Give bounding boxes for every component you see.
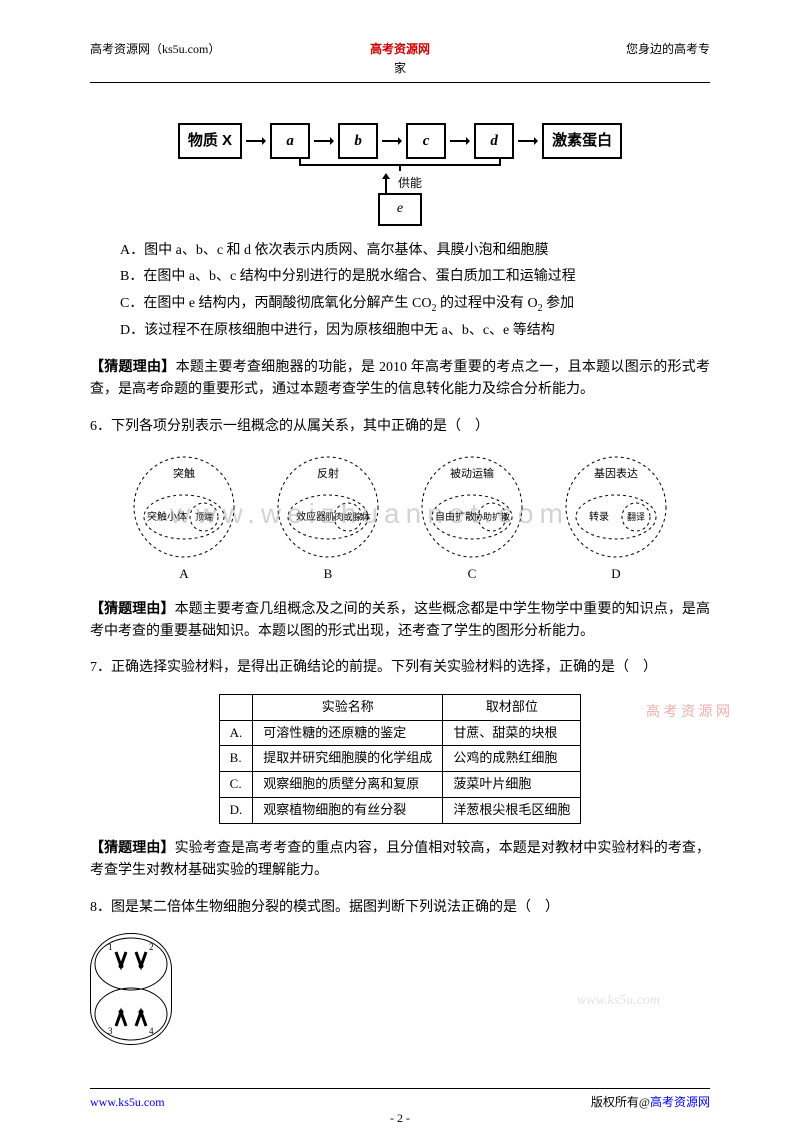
table-cell: D. (219, 798, 253, 824)
side-watermark: 高 考 资 源 网 (646, 702, 730, 724)
q8-cell-figure: 1 2 3 4 (90, 933, 172, 1045)
table-row: A.可溶性糖的还原糖的鉴定甘蔗、甜菜的块根 (219, 720, 581, 746)
venn-diagram: 反射 效应器 肌肉或腺体 B (263, 452, 393, 585)
flow-node-c: c (406, 123, 446, 159)
svg-text:1: 1 (108, 942, 113, 952)
q8-stem: 8．图是某二倍体生物细胞分裂的模式图。据图判断下列说法正确的是（ ） (90, 897, 710, 919)
arrow-icon (382, 135, 402, 147)
venn-diagram: 基因表达 转录 翻译 D (551, 452, 681, 585)
flow-start: 物质 X (178, 123, 242, 159)
svg-text:效应器: 效应器 (296, 510, 326, 523)
q7-analysis: 【猜题理由】实验考查是高考考查的重点内容，且分值相对较高，本题是对教材中实验材料… (90, 838, 710, 883)
bracket-icon (290, 157, 510, 173)
arrow-icon (450, 135, 470, 147)
table-cell: B. (219, 746, 253, 772)
svg-text:反射: 反射 (317, 466, 339, 480)
wm-ks5u: www.ks5u.com (577, 990, 660, 1012)
header-sub: 家 (394, 61, 406, 75)
page-header: 高考资源网（ks5u.com） 高考资源网 家 您身边的高考专 (90, 40, 710, 78)
table-cell: 观察植物细胞的有丝分裂 (253, 798, 443, 824)
header-rule (90, 82, 710, 83)
svg-text:2: 2 (149, 942, 154, 952)
flow-node-e: e (378, 193, 422, 225)
header-brand: 高考资源网 (370, 42, 430, 56)
svg-text:突触: 突触 (173, 466, 195, 480)
table-row: D.观察植物细胞的有丝分裂洋葱根尖根毛区细胞 (219, 798, 581, 824)
flow-node-a: a (270, 123, 310, 159)
table-cell: 菠菜叶片细胞 (443, 772, 581, 798)
table-cell: A. (219, 720, 253, 746)
svg-text:突触小体: 突触小体 (147, 510, 187, 523)
table-cell: 公鸡的成熟红细胞 (443, 746, 581, 772)
q5-analysis: 【猜题理由】本题主要考查细胞器的功能，是 2010 年高考重要的考点之一，且本题… (90, 357, 710, 402)
q5-option-c: C．在图中 e 结构内，丙酮酸彻底氧化分解产生 CO2 的过程中没有 O2 参加 (120, 293, 710, 317)
header-left: 高考资源网（ks5u.com） (90, 40, 297, 59)
q5-options: A．图中 a、b、c 和 d 依次表示内质网、高尔基体、具膜小泡和细胞膜 B．在… (90, 240, 710, 343)
arrow-icon (518, 135, 538, 147)
svg-text:被动运输: 被动运输 (450, 466, 494, 480)
page: 高考资源网（ks5u.com） 高考资源网 家 您身边的高考专 物质 X a b… (0, 0, 800, 1132)
q6-diagrams: www.weizhuannet.com 突触 突触小体 顶端 A 反射 效应器 … (90, 452, 710, 585)
svg-text:翻译: 翻译 (627, 512, 645, 522)
page-number: - 2 - (0, 1109, 800, 1128)
table-cell: 可溶性糖的还原糖的鉴定 (253, 720, 443, 746)
table-row: B.提取并研究细胞膜的化学组成公鸡的成熟红细胞 (219, 746, 581, 772)
svg-text:肌肉或腺体: 肌肉或腺体 (325, 511, 370, 522)
header-right: 您身边的高考专 (503, 40, 710, 59)
q5-option-d: D．该过程不在原核细胞中进行，因为原核细胞中无 a、b、c、e 等结构 (120, 320, 710, 342)
arrow-up-icon (378, 173, 394, 193)
flow-node-b: b (338, 123, 378, 159)
table-cell: 洋葱根尖根毛区细胞 (443, 798, 581, 824)
svg-text:协助扩散: 协助扩散 (474, 511, 510, 522)
svg-text:3: 3 (108, 1026, 113, 1036)
svg-text:4: 4 (149, 1026, 154, 1036)
table-cell: C. (219, 772, 253, 798)
q6-analysis: 【猜题理由】本题主要考查几组概念及之间的关系，这些概念都是中学生物学中重要的知识… (90, 599, 710, 644)
venn-diagram: 突触 突触小体 顶端 A (119, 452, 249, 585)
table-cell: 提取并研究细胞膜的化学组成 (253, 746, 443, 772)
svg-text:基因表达: 基因表达 (594, 466, 638, 480)
arrow-icon (246, 135, 266, 147)
q7-stem: 7．正确选择实验材料，是得出正确结论的前提。下列有关实验材料的选择，正确的是（ … (90, 657, 710, 679)
svg-text:自由扩散: 自由扩散 (435, 510, 475, 523)
q5-option-b: B．在图中 a、b、c 结构中分别进行的是脱水缩合、蛋白质加工和运输过程 (120, 266, 710, 288)
flow-end: 激素蛋白 (542, 123, 622, 159)
table-row: C.观察细胞的质壁分离和复原菠菜叶片细胞 (219, 772, 581, 798)
flow-node-d: d (474, 123, 514, 159)
table-cell: 观察细胞的质壁分离和复原 (253, 772, 443, 798)
supply-label: 供能 (398, 174, 422, 193)
q5-flow-diagram: 物质 X a b c d 激素蛋白 供能 e (90, 123, 710, 225)
arrow-icon (314, 135, 334, 147)
svg-text:顶端: 顶端 (195, 511, 213, 522)
q5-option-a: A．图中 a、b、c 和 d 依次表示内质网、高尔基体、具膜小泡和细胞膜 (120, 240, 710, 262)
q7-table: 实验名称取材部位A.可溶性糖的还原糖的鉴定甘蔗、甜菜的块根B.提取并研究细胞膜的… (219, 694, 582, 824)
table-cell: 甘蔗、甜菜的块根 (443, 720, 581, 746)
svg-text:转录: 转录 (589, 510, 609, 523)
q6-stem: 6．下列各项分别表示一组概念的从属关系，其中正确的是（ ） (90, 416, 710, 438)
venn-diagram: 被动运输 自由扩散 协助扩散 C (407, 452, 537, 585)
header-center: 高考资源网 家 (297, 40, 504, 78)
